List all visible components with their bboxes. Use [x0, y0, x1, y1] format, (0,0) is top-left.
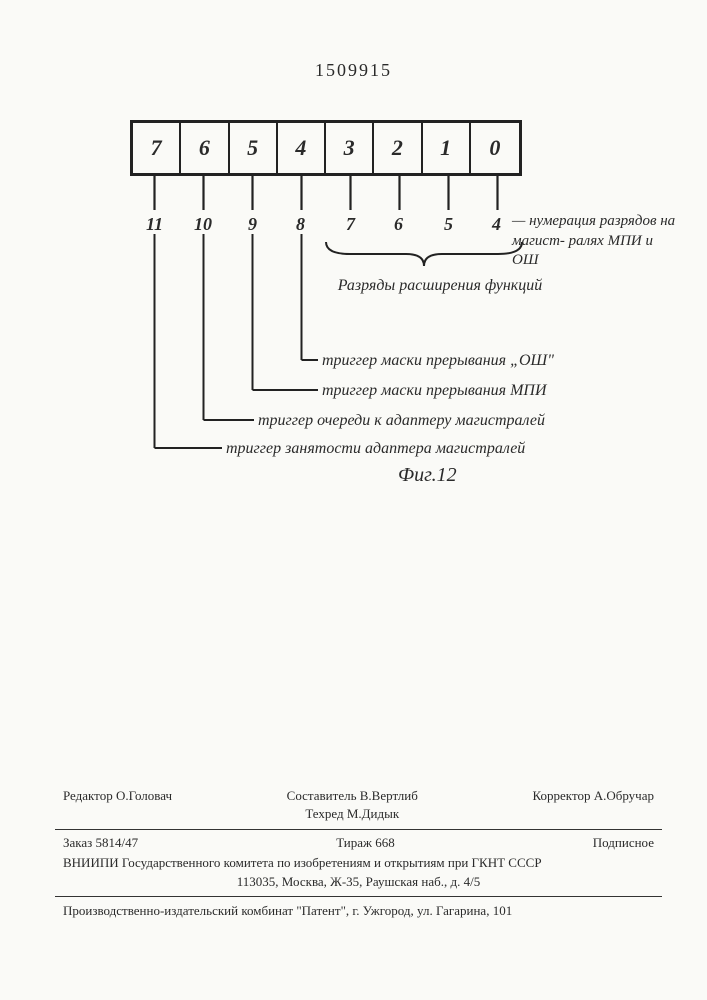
order-label: Заказ 5814/47 [63, 834, 138, 852]
divider-1 [55, 829, 662, 830]
page-number: 1509915 [0, 60, 707, 81]
producer-label: Производственно-издательский комбинат "П… [55, 899, 662, 920]
bit-cell-3: 3 [326, 123, 374, 173]
tirage-label: Тираж 668 [336, 834, 395, 852]
org-label: ВНИИПИ Государственного комитета по изоб… [55, 854, 662, 872]
bit-cell-6: 6 [181, 123, 229, 173]
extension-bits-label: Разряды расширения функций [330, 276, 550, 297]
bus-num-5: 5 [444, 214, 453, 235]
bus-num-7: 7 [346, 214, 355, 235]
figure-12: 7 6 5 4 3 2 1 0 11 10 9 [110, 120, 610, 176]
compiler-label: Составитель В.Вертлиб [287, 788, 418, 803]
label-bit6: триггер очереди к адаптеру магистралей [258, 412, 545, 430]
bus-num-11: 11 [146, 214, 163, 235]
divider-2 [55, 896, 662, 897]
bit-cell-2: 2 [374, 123, 422, 173]
editor-label: Редактор О.Головач [63, 787, 172, 823]
bus-num-9: 9 [248, 214, 257, 235]
bit-cell-5: 5 [230, 123, 278, 173]
bus-num-10: 10 [194, 214, 212, 235]
address-label: 113035, Москва, Ж-35, Раушская наб., д. … [55, 873, 662, 894]
bit-cell-0: 0 [471, 123, 519, 173]
footer-block: Редактор О.Головач Составитель В.Вертлиб… [55, 787, 662, 920]
bus-num-4: 4 [492, 214, 501, 235]
bus-num-6: 6 [394, 214, 403, 235]
corrector-label: Корректор А.Обручар [533, 787, 654, 823]
bit-cell-7: 7 [133, 123, 181, 173]
numbering-note: — нумерация разрядов на магист- ралях МП… [512, 212, 682, 271]
bit-cell-1: 1 [423, 123, 471, 173]
tech-label: Техред М.Дидык [305, 806, 399, 821]
subscription-label: Подписное [593, 834, 654, 852]
label-bit7: триггер занятости адаптера магистралей [226, 440, 525, 458]
label-bit5: триггер маски прерывания МПИ [322, 382, 547, 400]
bit-register: 7 6 5 4 3 2 1 0 [130, 120, 522, 176]
label-bit4: триггер маски прерывания „ОШ" [322, 352, 554, 370]
bit-cell-4: 4 [278, 123, 326, 173]
bus-num-8: 8 [296, 214, 305, 235]
figure-caption: Фиг.12 [398, 464, 457, 487]
